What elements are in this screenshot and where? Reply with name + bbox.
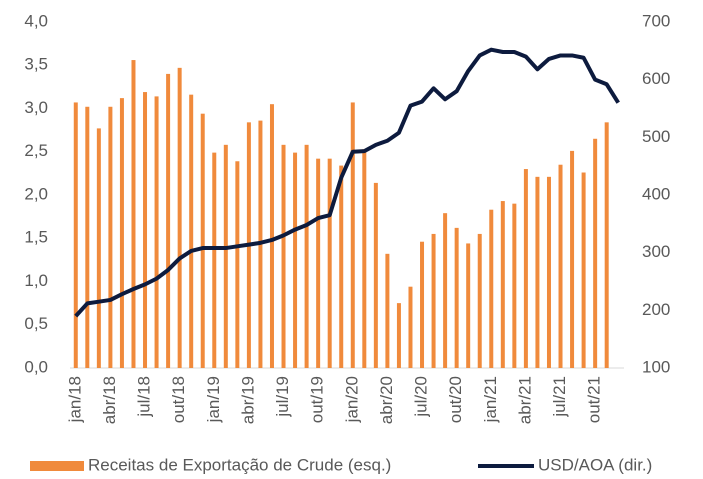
y2-tick-label: 200	[642, 300, 670, 319]
y-tick-label: 3,0	[24, 98, 48, 117]
x-tick-label: jul/21	[550, 376, 569, 418]
x-tick-label: jan/18	[65, 376, 84, 423]
bar	[212, 152, 217, 368]
y2-tick-label: 100	[642, 357, 670, 376]
x-tick-label: out/20	[446, 376, 465, 423]
legend-label: USD/AOA (dir.)	[538, 455, 652, 474]
bar	[131, 60, 136, 369]
bar	[177, 67, 182, 368]
y-tick-label: 1,0	[24, 271, 48, 290]
bar	[143, 92, 148, 368]
bar	[304, 144, 309, 368]
bar	[373, 182, 378, 368]
y-tick-label: 1,5	[24, 228, 48, 247]
line	[74, 47, 620, 318]
bar	[281, 144, 286, 368]
x-tick-label: jul/18	[135, 376, 154, 418]
bar	[269, 104, 274, 369]
bar	[454, 227, 459, 368]
y2-tick-label: 500	[642, 127, 670, 146]
bar	[96, 128, 101, 368]
bar	[489, 209, 494, 368]
x-tick-label: jul/20	[412, 376, 431, 418]
bar	[385, 253, 390, 368]
bar	[593, 138, 598, 368]
y-tick-label: 2,5	[24, 141, 48, 160]
bar	[85, 106, 90, 369]
bar	[339, 165, 344, 368]
bar	[396, 303, 401, 368]
y2-tick-label: 600	[642, 69, 670, 88]
legend-label: Receitas de Exportação de Crude (esq.)	[88, 455, 391, 474]
bar	[535, 176, 540, 368]
bar	[327, 158, 332, 368]
bar	[500, 201, 505, 368]
bar	[316, 158, 321, 368]
bar	[512, 203, 517, 368]
y-tick-label: 4,0	[24, 11, 48, 30]
bar	[223, 144, 228, 368]
bar	[73, 102, 78, 368]
x-tick-label: abr/21	[515, 376, 534, 424]
x-tick-label: jul/19	[273, 376, 292, 418]
bar	[166, 73, 171, 369]
y2-tick-label: 400	[642, 184, 670, 203]
x-tick-label: jan/19	[204, 376, 223, 423]
bar	[570, 150, 575, 368]
x-tick-label: out/18	[169, 376, 188, 423]
bar	[477, 233, 482, 368]
bar	[431, 233, 436, 368]
bar	[466, 243, 471, 368]
legend-swatch	[30, 461, 84, 471]
bar	[350, 102, 355, 368]
bar	[546, 176, 551, 368]
x-tick-label: jan/21	[481, 376, 500, 423]
x-tick-label: abr/18	[100, 376, 119, 424]
x-tick-label: out/21	[585, 376, 604, 423]
bar	[420, 241, 425, 368]
y2-tick-label: 700	[642, 11, 670, 30]
bar	[443, 213, 448, 368]
bar	[581, 172, 586, 368]
x-tick-label: abr/19	[238, 376, 257, 424]
x-tick-label: abr/20	[377, 376, 396, 424]
bar	[408, 286, 413, 368]
y-tick-label: 0,5	[24, 314, 48, 333]
y-tick-label: 3,5	[24, 55, 48, 74]
y-tick-label: 2,0	[24, 184, 48, 203]
bar	[604, 122, 609, 368]
bar	[558, 164, 563, 368]
bar	[235, 161, 240, 368]
bar	[523, 169, 528, 368]
bar	[189, 94, 194, 368]
x-tick-label: out/19	[308, 376, 327, 423]
bar	[293, 152, 298, 368]
x-tick-label: jan/20	[342, 376, 361, 423]
bar	[108, 106, 113, 369]
y2-tick-label: 300	[642, 242, 670, 261]
y-tick-label: 0,0	[24, 357, 48, 376]
bar	[200, 113, 205, 368]
bar	[362, 149, 367, 368]
bar	[119, 98, 124, 369]
bar	[154, 96, 159, 368]
